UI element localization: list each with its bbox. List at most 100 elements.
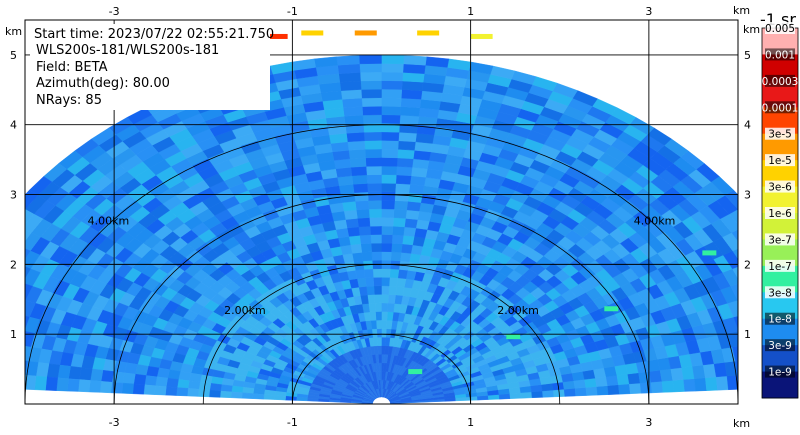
range-gate bbox=[381, 131, 400, 142]
range-gate bbox=[342, 106, 364, 117]
range-gate bbox=[357, 217, 371, 228]
range-gate bbox=[393, 303, 402, 313]
range-gate bbox=[25, 195, 47, 215]
range-gate bbox=[405, 209, 420, 220]
range-gate bbox=[381, 225, 394, 235]
range-gate bbox=[366, 174, 382, 184]
range-gate bbox=[354, 200, 370, 211]
colorbar-label-bg bbox=[765, 339, 795, 352]
range-gate bbox=[596, 385, 609, 396]
strong-return bbox=[354, 30, 377, 36]
range-gate bbox=[0, 254, 1, 273]
range-gate bbox=[25, 360, 28, 376]
range-gate bbox=[741, 224, 761, 243]
range-gate bbox=[0, 238, 11, 257]
range-gate bbox=[345, 218, 359, 229]
range-gate bbox=[391, 234, 404, 245]
colorbar-label: 0.001 bbox=[765, 49, 795, 61]
colorbar-label-bg bbox=[765, 22, 795, 34]
range-gate bbox=[398, 131, 417, 143]
range-gate bbox=[520, 391, 533, 399]
range-gate bbox=[165, 386, 178, 396]
range-gate bbox=[25, 248, 31, 260]
range-gate bbox=[348, 149, 366, 160]
range-gate bbox=[396, 166, 413, 177]
range-gate bbox=[366, 285, 375, 296]
range-gate bbox=[3, 358, 16, 374]
range-gate bbox=[359, 63, 382, 73]
field-name: Field: BETA bbox=[36, 60, 108, 75]
colorbar-label: 0.0003 bbox=[762, 76, 799, 88]
colorbar-label: 3e-9 bbox=[768, 340, 792, 352]
range-gate bbox=[618, 383, 631, 395]
range-gate bbox=[381, 191, 396, 201]
range-gate bbox=[187, 388, 200, 397]
range-gate bbox=[397, 269, 408, 279]
range-gate bbox=[178, 371, 192, 381]
range-gate bbox=[25, 315, 30, 330]
range-ring-label: 4.00km bbox=[634, 214, 676, 227]
y-tick-label-left: 3 bbox=[10, 189, 17, 202]
colorbar-label: 0.0001 bbox=[762, 102, 799, 114]
range-gate bbox=[346, 131, 365, 143]
range-gate bbox=[365, 157, 382, 167]
info-box: Start time: 2023/07/22 02:55:21.750 WLS2… bbox=[30, 24, 274, 110]
range-gate bbox=[176, 379, 190, 389]
range-gate bbox=[402, 63, 426, 74]
range-gate bbox=[392, 225, 405, 236]
range-gate bbox=[110, 381, 124, 394]
range-gate bbox=[343, 114, 364, 126]
y-tick-label-left: 5 bbox=[10, 49, 17, 62]
range-gate bbox=[381, 345, 386, 355]
nrays-value: NRays: 85 bbox=[36, 93, 102, 108]
range-gate bbox=[0, 291, 5, 309]
range-gate bbox=[167, 369, 181, 380]
range-gate bbox=[45, 376, 58, 391]
range-gate bbox=[735, 360, 738, 376]
range-gate bbox=[144, 375, 158, 386]
range-gate bbox=[350, 243, 363, 254]
range-gate bbox=[737, 299, 738, 302]
aerosol-layer bbox=[702, 250, 717, 256]
colorbar-label: 1e-9 bbox=[768, 367, 792, 379]
colorbar-label: 3e-6 bbox=[768, 182, 792, 194]
range-gate bbox=[393, 208, 407, 219]
range-gate bbox=[368, 200, 382, 210]
y-tick-label-right: 4 bbox=[744, 119, 751, 132]
plot-frame bbox=[24, 19, 739, 405]
range-gate bbox=[0, 325, 3, 342]
y-tick-label-left: 2 bbox=[10, 258, 17, 271]
range-gate bbox=[358, 225, 371, 236]
range-gate bbox=[406, 201, 422, 212]
range-gate bbox=[574, 387, 587, 397]
range-gate bbox=[607, 384, 620, 395]
x-unit-bottom: km bbox=[733, 417, 750, 430]
range-gate bbox=[388, 285, 397, 296]
range-gate bbox=[25, 232, 41, 252]
range-gate bbox=[5, 280, 23, 298]
range-gate bbox=[336, 175, 354, 186]
colorbar-label-bg bbox=[765, 74, 795, 87]
colorbar-label: 0.005 bbox=[765, 23, 795, 35]
y-tick-label-left: 4 bbox=[10, 119, 17, 132]
strong-return bbox=[301, 30, 324, 36]
range-gate bbox=[627, 372, 641, 385]
range-gate bbox=[25, 374, 37, 391]
y-tick-label-right: 5 bbox=[744, 49, 751, 62]
colorbar-label: 1e-8 bbox=[768, 314, 792, 326]
colorbar-label: 1e-5 bbox=[768, 155, 792, 167]
range-gate bbox=[727, 331, 738, 348]
range-gate bbox=[360, 80, 382, 90]
range-gate bbox=[381, 182, 397, 193]
colorbar-label: 1e-6 bbox=[768, 208, 792, 220]
range-gate bbox=[381, 114, 401, 124]
range-gate bbox=[0, 276, 12, 294]
range-gate bbox=[154, 385, 167, 396]
range-gate bbox=[360, 88, 382, 99]
range-gate bbox=[230, 391, 243, 399]
range-gate bbox=[0, 219, 13, 238]
range-gate bbox=[375, 319, 382, 329]
range-gate bbox=[390, 251, 402, 262]
range-gate bbox=[732, 248, 738, 260]
range-gate bbox=[367, 191, 382, 201]
